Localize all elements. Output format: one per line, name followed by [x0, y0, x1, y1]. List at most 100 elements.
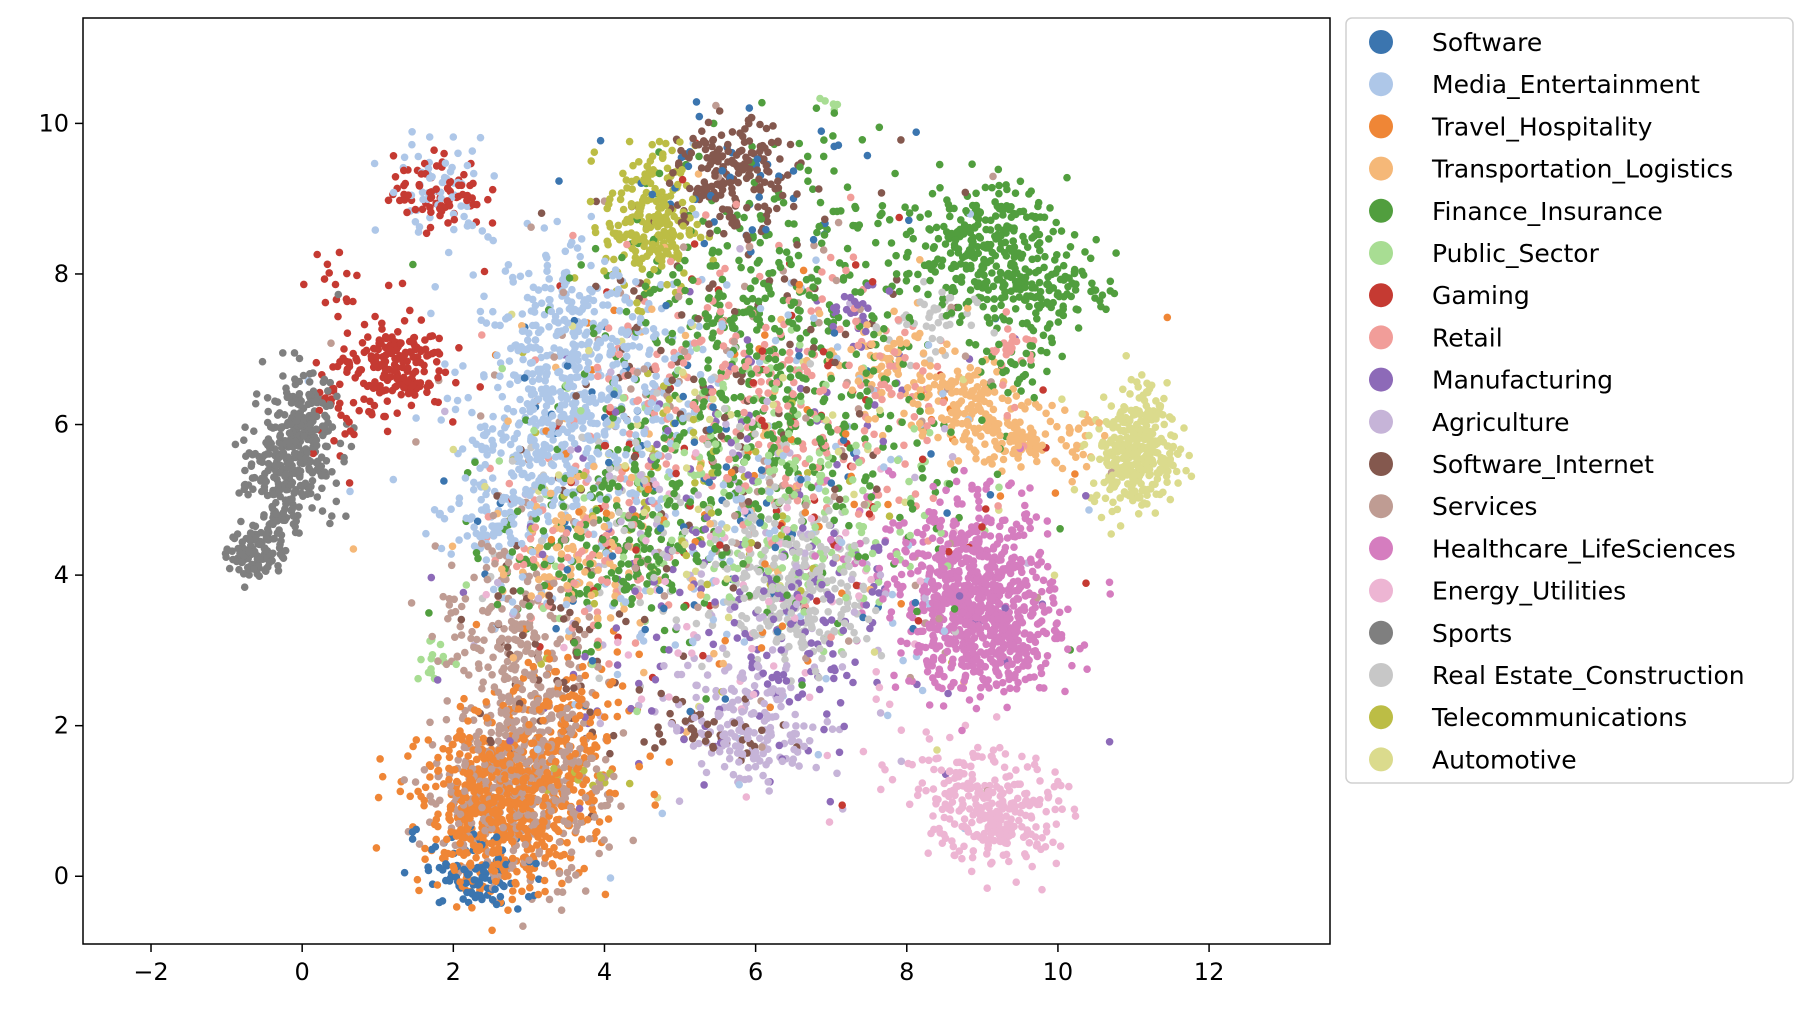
scatter-point [651, 461, 660, 470]
scatter-point [606, 464, 614, 473]
scatter-point [601, 890, 610, 899]
scatter-point [843, 582, 852, 591]
scatter-point [841, 330, 850, 339]
scatter-point [983, 884, 991, 892]
scatter-point [939, 702, 948, 710]
scatter-point [815, 484, 823, 493]
scatter-point [538, 459, 547, 467]
scatter-point [883, 311, 892, 319]
scatter-point [627, 385, 635, 393]
scatter-point [809, 185, 817, 193]
scatter-point [513, 562, 521, 571]
scatter-point [1009, 237, 1017, 246]
scatter-point [1151, 509, 1160, 517]
scatter-point [1010, 553, 1018, 562]
scatter-point [1109, 498, 1117, 507]
scatter-point [700, 178, 709, 186]
scatter-point [801, 573, 810, 581]
scatter-point [1020, 510, 1029, 519]
scatter-point [932, 223, 941, 232]
scatter-point [1151, 423, 1160, 432]
scatter-point [619, 428, 627, 437]
scatter-point [468, 147, 477, 155]
scatter-point [842, 411, 850, 420]
scatter-point [937, 414, 946, 422]
scatter-point [669, 271, 677, 279]
scatter-point [705, 654, 713, 663]
scatter-point [783, 503, 791, 512]
scatter-point [649, 511, 657, 519]
scatter-point [635, 158, 643, 166]
scatter-point [445, 746, 453, 755]
scatter-point [1163, 379, 1171, 387]
scatter-point [951, 347, 959, 356]
scatter-point [406, 792, 415, 801]
scatter-point [478, 331, 486, 339]
scatter-point [701, 525, 710, 533]
scatter-point [768, 646, 777, 654]
scatter-point [618, 326, 626, 334]
scatter-point [850, 500, 858, 509]
scatter-point [625, 498, 633, 507]
scatter-point [360, 395, 368, 404]
scatter-point [240, 436, 248, 445]
scatter-point [1028, 567, 1037, 576]
scatter-point [424, 866, 433, 875]
scatter-point [911, 473, 919, 482]
scatter-point [891, 379, 900, 388]
scatter-point [328, 512, 336, 520]
scatter-point [723, 630, 731, 639]
scatter-point [613, 712, 622, 721]
scatter-point [535, 875, 543, 883]
scatter-point [1028, 862, 1036, 871]
scatter-point [862, 260, 870, 269]
scatter-point [564, 633, 573, 641]
scatter-point [706, 496, 715, 504]
scatter-point [523, 640, 532, 648]
scatter-point [815, 628, 824, 636]
scatter-point [920, 359, 929, 367]
scatter-point [560, 536, 569, 544]
scatter-point [619, 729, 628, 737]
scatter-point [537, 209, 546, 217]
scatter-point [549, 526, 557, 535]
scatter-point [647, 470, 655, 478]
scatter-point [1053, 265, 1062, 274]
scatter-point [433, 676, 442, 684]
scatter-point [313, 250, 322, 259]
scatter-point [789, 548, 797, 557]
scatter-point [378, 325, 386, 333]
scatter-point [1058, 395, 1066, 404]
scatter-point [407, 401, 416, 410]
scatter-point [490, 172, 499, 180]
scatter-point [700, 239, 709, 248]
scatter-point [566, 608, 574, 617]
scatter-point [972, 704, 981, 713]
scatter-point [551, 667, 559, 676]
scatter-point [493, 351, 501, 360]
scatter-point [255, 572, 264, 580]
scatter-point [647, 604, 656, 612]
scatter-point [978, 753, 986, 761]
scatter-point [835, 597, 844, 606]
scatter-point [995, 181, 1003, 190]
scatter-point [983, 295, 991, 304]
scatter-point [545, 275, 553, 283]
scatter-point [594, 663, 602, 671]
scatter-point [824, 608, 832, 616]
scatter-point [309, 449, 318, 458]
scatter-point [896, 528, 904, 536]
scatter-point [519, 355, 527, 364]
scatter-point [1093, 491, 1101, 500]
scatter-point [699, 217, 707, 225]
scatter-point [875, 589, 883, 597]
scatter-point [1033, 840, 1041, 848]
scatter-point [976, 668, 984, 676]
scatter-point [318, 507, 327, 515]
scatter-point [326, 519, 334, 528]
scatter-point [472, 853, 480, 862]
scatter-point [1003, 272, 1011, 280]
scatter-point [624, 651, 633, 659]
scatter-point [279, 349, 287, 357]
scatter-point [661, 355, 669, 363]
